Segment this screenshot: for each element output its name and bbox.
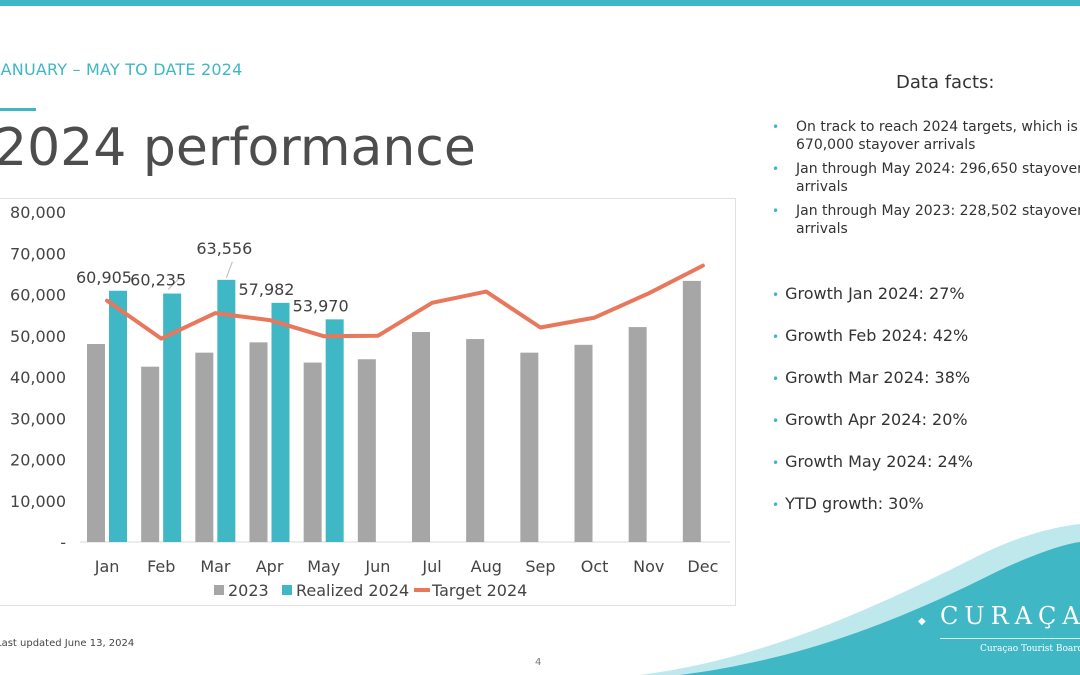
bar-2023 — [195, 352, 214, 542]
data-label: 63,556 — [196, 239, 252, 258]
fact-text: On track to reach 2024 targets, which is… — [796, 119, 1078, 153]
bullet-dot-icon: • — [772, 162, 780, 176]
performance-chart: - 10,000 20,000 30,000 40,000 50,000 60,000 70,… — [10, 203, 730, 600]
y-tick-label: 60,000 — [10, 286, 66, 305]
x-tick-label: Oct — [581, 557, 609, 576]
y-tick-label: 80,000 — [10, 203, 66, 222]
bar-realized-2024 — [163, 293, 182, 542]
bar-2023 — [141, 366, 160, 542]
y-tick-label: 10,000 — [10, 492, 66, 511]
bullet-dot-icon: • — [772, 498, 780, 512]
x-tick-label: Jan — [94, 557, 120, 576]
brand-tagline: Curaçao Tourist Board — [980, 644, 1080, 654]
x-tick-label: Dec — [687, 557, 718, 576]
data-label: 57,982 — [239, 280, 295, 299]
brand-name: CURAÇAO — [940, 602, 1080, 630]
growth-item: • Growth Mar 2024: 38% — [772, 368, 973, 410]
bar-realized-2024 — [325, 319, 344, 542]
x-tick-label: Aug — [471, 557, 502, 576]
bullet-dot-icon: • — [772, 288, 780, 302]
bullet-dot-icon: • — [772, 414, 780, 428]
top-accent-rule — [0, 0, 1080, 6]
bar-2023 — [303, 362, 322, 542]
growth-item: • Growth Apr 2024: 20% — [772, 410, 973, 452]
data-label-leader — [167, 279, 179, 290]
legend-label-realized-2024: Realized 2024 — [296, 581, 409, 600]
growth-text: Growth Mar 2024: 38% — [785, 368, 971, 387]
legend-label-target-2024: Target 2024 — [431, 581, 527, 600]
fact-item: • On track to reach 2024 targets, which i… — [772, 118, 1080, 154]
y-tick-label: 50,000 — [10, 327, 66, 346]
bar-2023 — [628, 327, 647, 542]
data-label-leader — [225, 261, 233, 279]
growth-text: Growth May 2024: 24% — [785, 452, 973, 471]
bar-realized-2024 — [109, 290, 127, 542]
y-tick-label: 40,000 — [10, 368, 66, 387]
bullet-dot-icon: • — [772, 204, 780, 218]
chart-frame — [0, 198, 736, 606]
growth-item: • Growth Feb 2024: 42% — [772, 326, 973, 368]
x-tick-label: May — [307, 557, 340, 576]
growth-item: • YTD growth: 30% — [772, 494, 973, 536]
fact-item: • Jan through May 2023: 228,502 stayover … — [772, 202, 1080, 238]
growth-text: Growth Apr 2024: 20% — [785, 410, 968, 429]
bar-2023 — [520, 352, 539, 542]
y-tick-label: 30,000 — [10, 409, 66, 428]
x-tick-label: Jul — [421, 557, 441, 576]
legend-swatch-realized-2024 — [282, 585, 292, 595]
growth-item: • Growth May 2024: 24% — [772, 452, 973, 494]
growth-text: YTD growth: 30% — [785, 494, 924, 513]
bullet-dot-icon: • — [772, 330, 780, 344]
bullet-dot-icon: • — [772, 120, 780, 134]
target-2024-line — [105, 263, 705, 341]
x-tick-label: Mar — [200, 557, 231, 576]
brand-divider — [940, 638, 1080, 639]
slide-subtitle: JANUARY – MAY TO DATE 2024 — [0, 60, 243, 79]
bar-realized-2024 — [217, 279, 236, 542]
bullet-dot-icon: • — [772, 456, 780, 470]
facts-small-list: • On track to reach 2024 targets, which i… — [772, 118, 1080, 244]
bullet-dot-icon: • — [772, 372, 780, 386]
fact-item: • Jan through May 2024: 296,650 stayover … — [772, 160, 1080, 196]
x-tick-label: Jun — [364, 557, 390, 576]
bar-2023 — [466, 339, 485, 542]
bar-2023 — [412, 332, 430, 542]
slide-title: 2024 performance — [0, 118, 476, 178]
growth-list: • Growth Jan 2024: 27% • Growth Feb 2024: … — [772, 284, 973, 536]
x-tick-label: Feb — [147, 557, 175, 576]
logo-mark-icon: ◆ — [918, 616, 926, 627]
legend-label-2023: 2023 — [228, 581, 269, 600]
data-label: 53,970 — [293, 296, 349, 315]
x-tick-label: Apr — [256, 557, 284, 576]
fact-text: Jan through May 2023: 228,502 stayover a… — [796, 203, 1080, 237]
curacao-wave-logo — [640, 524, 1080, 675]
growth-item: • Growth Jan 2024: 27% — [772, 284, 973, 326]
bar-2023 — [574, 344, 593, 542]
y-tick-label: 20,000 — [10, 451, 66, 470]
growth-text: Growth Feb 2024: 42% — [785, 326, 969, 345]
growth-text: Growth Jan 2024: 27% — [785, 284, 965, 303]
y-tick-label: 70,000 — [10, 244, 66, 263]
y-tick-label: - — [60, 533, 66, 552]
legend-swatch-2023 — [214, 585, 224, 595]
last-updated-note: Last updated June 13, 2024 — [0, 638, 135, 649]
data-label: 60,905 — [76, 268, 132, 287]
title-accent-line — [0, 108, 36, 111]
page-number: 4 — [535, 657, 542, 668]
x-tick-label: Sep — [525, 557, 555, 576]
bar-2023 — [87, 344, 105, 542]
data-label: 60,235 — [130, 271, 186, 290]
fact-text: Jan through May 2024: 296,650 stayover a… — [796, 161, 1080, 195]
bar-2023 — [357, 359, 376, 542]
x-tick-label: Nov — [633, 557, 664, 576]
bar-2023 — [682, 280, 701, 542]
bar-2023 — [249, 342, 268, 542]
bar-realized-2024 — [271, 302, 290, 542]
facts-title: Data facts: — [896, 72, 995, 93]
